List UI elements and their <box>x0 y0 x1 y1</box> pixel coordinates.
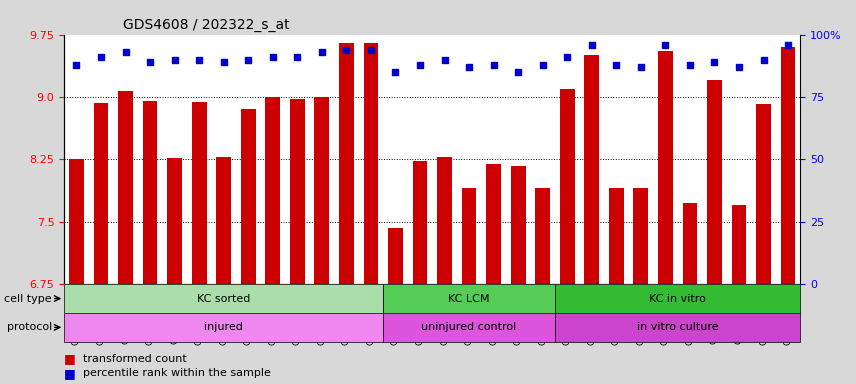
Text: protocol: protocol <box>7 322 52 333</box>
Text: in vitro culture: in vitro culture <box>637 322 718 333</box>
Point <box>658 41 672 48</box>
Bar <box>707 80 722 284</box>
Bar <box>364 43 378 284</box>
Point <box>94 54 108 60</box>
Point <box>561 54 574 60</box>
Point <box>69 61 83 68</box>
Point <box>511 69 525 75</box>
Bar <box>555 313 800 342</box>
Bar <box>93 103 109 284</box>
Bar <box>413 161 427 284</box>
Bar <box>461 189 477 284</box>
Bar <box>383 313 555 342</box>
Point <box>536 61 550 68</box>
Bar <box>388 228 403 284</box>
Bar <box>609 189 624 284</box>
Bar <box>658 51 673 284</box>
Bar <box>781 47 795 284</box>
Text: transformed count: transformed count <box>83 354 187 364</box>
Bar <box>69 159 84 284</box>
Bar <box>64 313 383 342</box>
Text: uninjured control: uninjured control <box>421 322 517 333</box>
Point <box>364 46 377 53</box>
Point <box>683 61 697 68</box>
Bar <box>118 91 133 284</box>
Bar <box>64 284 383 313</box>
Point <box>193 56 206 63</box>
Point <box>266 54 280 60</box>
Point <box>413 61 427 68</box>
Point <box>119 49 133 55</box>
Bar <box>633 189 648 284</box>
Point <box>757 56 770 63</box>
Point <box>585 41 598 48</box>
Point <box>315 49 329 55</box>
Text: ■: ■ <box>64 353 76 366</box>
Point <box>634 64 648 70</box>
Bar <box>682 204 698 284</box>
Bar <box>314 97 330 284</box>
Text: cell type: cell type <box>4 293 52 304</box>
Bar <box>437 157 452 284</box>
Bar <box>241 109 256 284</box>
Bar <box>535 189 550 284</box>
Point <box>732 64 746 70</box>
Point <box>241 56 255 63</box>
Text: ■: ■ <box>64 367 76 380</box>
Bar <box>339 43 354 284</box>
Point <box>708 59 722 65</box>
Bar <box>383 284 555 313</box>
Bar <box>585 55 599 284</box>
Point <box>437 56 451 63</box>
Text: percentile rank within the sample: percentile rank within the sample <box>83 368 270 378</box>
Point <box>782 41 795 48</box>
Bar <box>217 157 231 284</box>
Point <box>462 64 476 70</box>
Text: KC in vitro: KC in vitro <box>649 293 706 304</box>
Bar <box>732 205 746 284</box>
Point <box>168 56 181 63</box>
Text: injured: injured <box>205 322 243 333</box>
Bar <box>555 284 800 313</box>
Point <box>487 61 501 68</box>
Point <box>217 59 230 65</box>
Point <box>143 59 157 65</box>
Bar <box>756 104 771 284</box>
Bar <box>511 166 526 284</box>
Bar <box>143 101 158 284</box>
Bar <box>560 89 574 284</box>
Bar <box>167 158 182 284</box>
Point <box>340 46 354 53</box>
Text: KC LCM: KC LCM <box>449 293 490 304</box>
Point <box>290 54 304 60</box>
Bar <box>265 97 280 284</box>
Bar <box>192 102 206 284</box>
Bar <box>290 99 305 284</box>
Text: KC sorted: KC sorted <box>197 293 251 304</box>
Point <box>389 69 402 75</box>
Text: GDS4608 / 202322_s_at: GDS4608 / 202322_s_at <box>123 18 289 32</box>
Point <box>609 61 623 68</box>
Bar <box>486 164 501 284</box>
